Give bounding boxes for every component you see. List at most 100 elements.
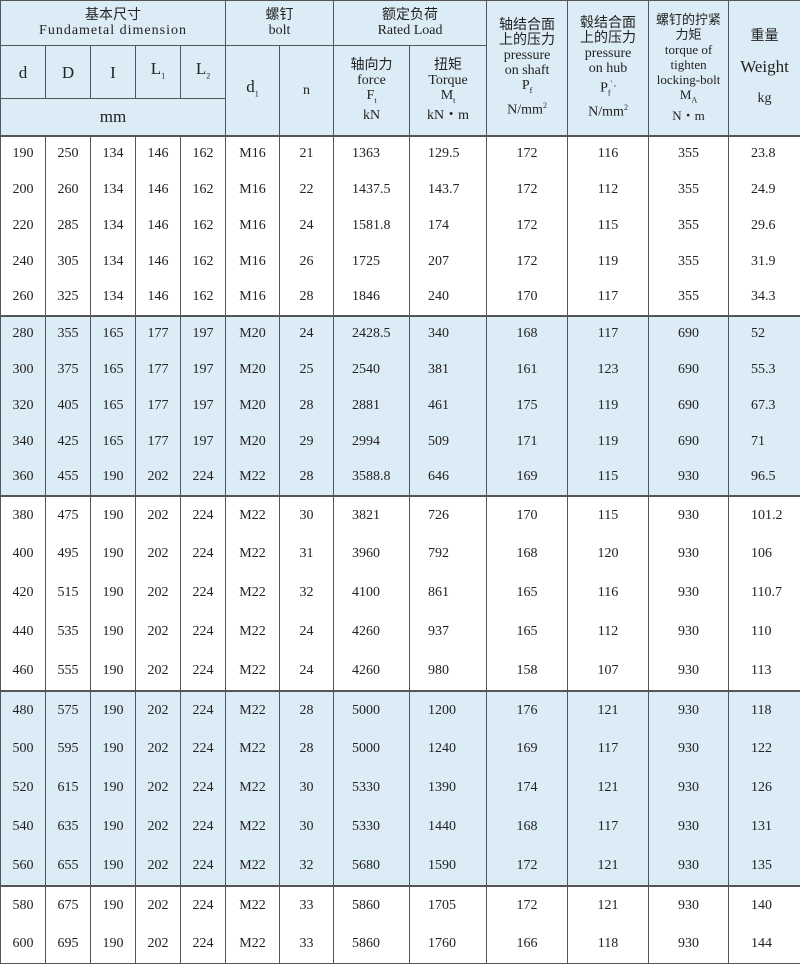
table-cell: 5860 [333,884,411,925]
table-cell: 32 [279,846,335,886]
table-cell: 190 [90,573,136,613]
table-cell: 200 [0,171,46,208]
table-cell: 220 [0,207,46,244]
table-cell: 29.6 [728,207,800,244]
table-cell: 169 [486,459,569,496]
table-cell: 169 [486,729,569,769]
table-cell: 140 [728,884,800,925]
table-cell: 118 [567,924,650,964]
table-cell: 202 [135,807,181,847]
table-cell: 96.5 [728,459,800,496]
table-cell: 495 [45,534,91,574]
table-cell: 305 [45,243,91,280]
header-L2: L2 [179,45,227,99]
table-cell: 380 [0,494,46,535]
table-cell: 31.9 [728,243,800,280]
table-cell: 110 [728,612,800,652]
table-cell: 52 [728,314,800,352]
table-cell: 29 [279,423,335,460]
table-cell: 224 [179,729,227,769]
table-cell: 33 [279,884,335,925]
header-d1: d1 [225,45,281,136]
table-cell: 930 [648,807,730,847]
table-cell: 646 [409,459,488,496]
table-cell: 134 [90,134,136,172]
table-cell: 174 [486,768,569,808]
table-cell: 117 [567,729,650,769]
table-cell: 224 [179,612,227,652]
table-cell: 190 [90,924,136,964]
table-cell: 3821 [333,494,411,535]
table-cell: 224 [179,846,227,886]
table-cell: 121 [567,884,650,925]
table-row: 320 405 165 177 197 M20 28 2881 461 175 119 690 67.3 [0,387,800,424]
table-cell: 166 [486,924,569,964]
header-L1: L1 [135,45,181,99]
table-cell: 134 [90,207,136,244]
header-bolt: 螺钉 bolt [225,0,335,46]
table-cell: 162 [179,207,227,244]
table-cell: 202 [135,573,181,613]
table-cell: 165 [90,351,136,388]
table-cell: 165 [90,314,136,352]
table-cell: 24 [279,651,335,691]
table-cell: 202 [135,768,181,808]
table-cell: 162 [179,171,227,208]
table-cell: 1363 [333,134,411,172]
table-row: 440 535 190 202 224 M22 24 4260 937 165 112 930 110 [0,612,800,652]
table-cell: 455 [45,459,91,496]
table-cell: M22 [225,884,281,925]
table-cell: 355 [648,134,730,172]
table-cell: 115 [567,494,650,535]
table-cell: 190 [0,134,46,172]
table-cell: 224 [179,884,227,925]
table-cell: M20 [225,387,281,424]
header-dimension: 基本尺寸 Fundametal dimension [0,0,227,46]
table-cell: 400 [0,534,46,574]
table-cell: M16 [225,171,281,208]
table-cell: 224 [179,651,227,691]
table-row: 420 515 190 202 224 M22 32 4100 861 165 116 930 110.… [0,573,800,613]
table-cell: 134 [90,279,136,316]
table-cell: 5330 [333,768,411,808]
table-cell: 425 [45,423,91,460]
table-cell: 540 [0,807,46,847]
table-cell: 930 [648,651,730,691]
table-cell: 177 [135,387,181,424]
table-cell: 177 [135,351,181,388]
table-cell: 224 [179,573,227,613]
table-cell: 176 [486,689,569,730]
table-cell: 285 [45,207,91,244]
table-cell: 980 [409,651,488,691]
table-row: 560 655 190 202 224 M22 32 5680 1590 172 121 930 135 [0,846,800,886]
table-cell: 930 [648,573,730,613]
table-cell: 930 [648,612,730,652]
table-cell: 158 [486,651,569,691]
table-cell: 30 [279,494,335,535]
table-cell: 202 [135,651,181,691]
table-cell: 260 [0,279,46,316]
table-cell: 22 [279,171,335,208]
table-cell: 320 [0,387,46,424]
table-cell: 28 [279,459,335,496]
table-body: 190 250 134 146 162 M16 21 1363 129.5 172 116 355 23… [0,134,800,964]
table-cell: 5860 [333,924,411,964]
table-cell: 340 [409,314,488,352]
table-cell: 172 [486,207,569,244]
table-cell: 202 [135,459,181,496]
table-cell: 146 [135,279,181,316]
table-cell: 30 [279,768,335,808]
table-cell: 101.2 [728,494,800,535]
table-cell: 115 [567,459,650,496]
table-cell: 190 [90,534,136,574]
table-cell: 355 [45,314,91,352]
table-cell: 28 [279,279,335,316]
table-cell: 23.8 [728,134,800,172]
table-cell: 190 [90,768,136,808]
table-cell: 174 [409,207,488,244]
table-row: 460 555 190 202 224 M22 24 4260 980 158 107 930 113 [0,651,800,691]
table-cell: 32 [279,573,335,613]
table-cell: 575 [45,689,91,730]
table-cell: 3960 [333,534,411,574]
table-cell: 202 [135,494,181,535]
